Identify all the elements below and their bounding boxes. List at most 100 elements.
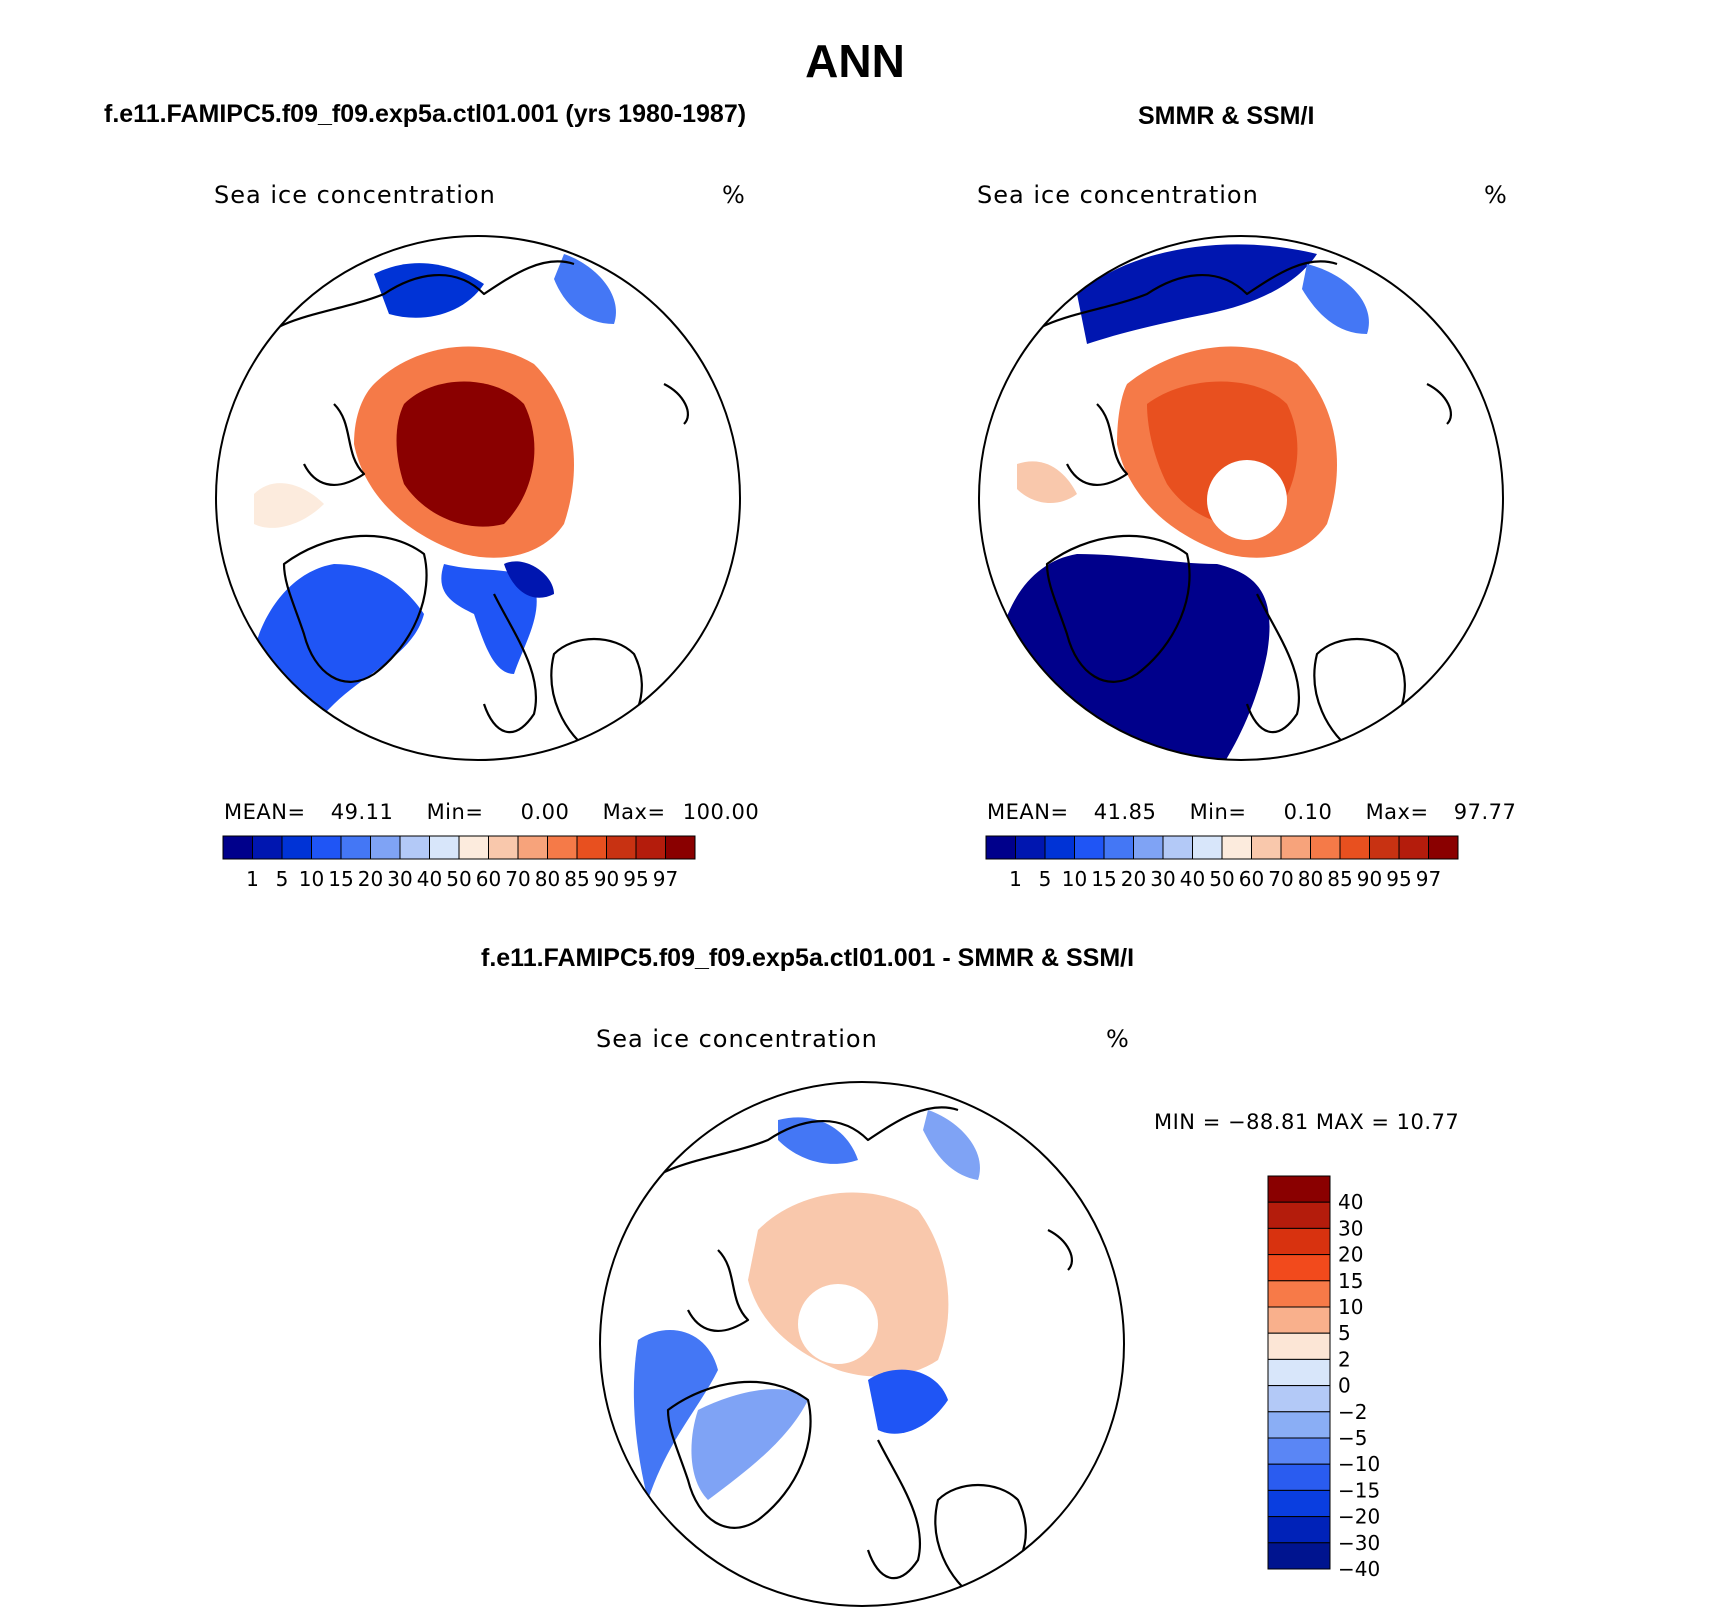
diff-colorbar-label: −30 xyxy=(1338,1531,1380,1555)
ice-region xyxy=(441,564,537,674)
model-max-value: 100.00 xyxy=(682,800,760,824)
model-colorbar-label: 50 xyxy=(446,867,471,891)
obs-colorbar-box xyxy=(1280,835,1311,860)
obs-colorbar-box xyxy=(985,835,1016,860)
diff-panel-subtitle: f.e11.FAMIPC5.f09_f09.exp5a.ctl01.001 - … xyxy=(481,944,1135,972)
diff-colorbar-label: 15 xyxy=(1338,1269,1363,1293)
diff-colorbar-box xyxy=(1267,1437,1331,1465)
model-mean-label: MEAN= xyxy=(224,800,306,824)
obs-map-border xyxy=(978,235,1504,761)
obs-polar-map xyxy=(978,235,1504,761)
diff-colorbar-box xyxy=(1267,1332,1331,1360)
coastline-island xyxy=(663,383,690,425)
ice-region xyxy=(995,554,1270,760)
diff-colorbar-label: 2 xyxy=(1338,1347,1351,1371)
obs-colorbar-label: 97 xyxy=(1416,867,1441,891)
coastline-greenland xyxy=(282,534,428,683)
obs-colorbar-label: 1 xyxy=(1009,867,1022,891)
figure-title: ANN xyxy=(805,35,905,87)
diff-colorbar-box xyxy=(1267,1280,1331,1308)
coastline-europe xyxy=(866,1439,921,1580)
model-colorbar-box xyxy=(370,835,401,860)
obs-colorbar-box xyxy=(1192,835,1223,860)
model-colorbar-box xyxy=(429,835,460,860)
obs-colorbar-box xyxy=(1044,835,1075,860)
ice-region xyxy=(254,483,324,528)
coastline-greenland xyxy=(666,1380,812,1529)
diff-minmax: MIN = −88.81 MAX = 10.77 xyxy=(1154,1110,1460,1134)
ice-region xyxy=(868,1369,948,1434)
coastline-greenland xyxy=(1045,534,1191,683)
diff-colorbar-box xyxy=(1267,1542,1331,1570)
obs-colorbar-box xyxy=(1428,835,1459,860)
ice-region xyxy=(778,1117,858,1164)
model-colorbar-label: 10 xyxy=(299,867,324,891)
model-colorbar-box xyxy=(281,835,312,860)
obs-colorbar-label: 5 xyxy=(1039,867,1052,891)
model-colorbar-box xyxy=(517,835,548,860)
diff-colorbar-box xyxy=(1267,1411,1331,1439)
diff-units-label: % xyxy=(1106,1025,1130,1053)
diff-colorbar-label: −10 xyxy=(1338,1452,1380,1476)
model-polar-map xyxy=(215,235,741,761)
model-colorbar-label: 30 xyxy=(387,867,412,891)
obs-min-label: Min= xyxy=(1189,800,1247,824)
obs-colorbar-box xyxy=(1015,835,1046,860)
model-colorbar-label: 20 xyxy=(358,867,383,891)
coastline-eurasia-north xyxy=(627,1106,959,1201)
coastline-eurasia-north xyxy=(1006,260,1338,355)
obs-panel-subtitle: SMMR & SSM/I xyxy=(1138,102,1315,130)
obs-colorbar-label: 30 xyxy=(1150,867,1175,891)
coastline-europe xyxy=(482,593,537,734)
diff-colorbar-label: 0 xyxy=(1338,1374,1351,1398)
ice-region xyxy=(748,1192,949,1377)
obs-colorbar-label: 90 xyxy=(1357,867,1382,891)
diff-colorbar-box xyxy=(1267,1516,1331,1544)
model-colorbar-label: 95 xyxy=(623,867,648,891)
obs-max-label: Max= xyxy=(1365,800,1429,824)
obs-colorbar-label: 40 xyxy=(1180,867,1205,891)
coastline-eurasia-north xyxy=(243,260,575,355)
ice-region xyxy=(1302,264,1369,334)
obs-colorbar: 1 5 10 15 20 30 40 50 60 70 80 85 90 95 97 xyxy=(985,835,1459,891)
obs-variable-label: Sea ice concentration xyxy=(977,181,1259,209)
model-panel-subtitle: f.e11.FAMIPC5.f09_f09.exp5a.ctl01.001 (y… xyxy=(104,100,747,128)
coastline-archipelago xyxy=(303,403,366,486)
diff-colorbar-box xyxy=(1267,1306,1331,1334)
ice-region xyxy=(923,1110,980,1180)
obs-colorbar-box xyxy=(1162,835,1193,860)
ice-region xyxy=(633,1330,718,1500)
obs-units-label: % xyxy=(1484,181,1508,209)
model-stats: MEAN= 49.11 Min= 0.00 Max= 100.00 xyxy=(224,800,759,824)
model-colorbar-box xyxy=(576,835,607,860)
model-mean-value: 49.11 xyxy=(330,800,394,824)
model-colorbar-label: 15 xyxy=(328,867,353,891)
ice-region xyxy=(554,254,616,324)
model-colorbar-box xyxy=(488,835,519,860)
obs-colorbar-label: 85 xyxy=(1327,867,1352,891)
obs-colorbar-box xyxy=(1103,835,1134,860)
obs-colorbar-label: 15 xyxy=(1091,867,1116,891)
model-colorbar-box xyxy=(399,835,430,860)
pole-hole xyxy=(1207,460,1287,540)
model-colorbar: 1 5 10 15 20 30 40 50 60 70 80 85 90 95 97 xyxy=(222,835,696,891)
model-colorbar-box xyxy=(547,835,578,860)
diff-colorbar-label: −15 xyxy=(1338,1478,1380,1502)
pole-hole xyxy=(798,1284,878,1364)
model-colorbar-box xyxy=(665,835,696,860)
obs-colorbar-box xyxy=(1369,835,1400,860)
coastline-europe xyxy=(1245,593,1300,734)
diff-colorbar-box xyxy=(1267,1489,1331,1518)
obs-max-value: 97.77 xyxy=(1453,800,1517,824)
diff-variable-label: Sea ice concentration xyxy=(596,1025,878,1053)
model-units-label: % xyxy=(722,181,746,209)
model-variable-label: Sea ice concentration xyxy=(214,181,496,209)
obs-colorbar-label: 60 xyxy=(1239,867,1264,891)
obs-mean-label: MEAN= xyxy=(987,800,1069,824)
ice-region xyxy=(504,561,554,598)
obs-colorbar-label: 50 xyxy=(1209,867,1234,891)
obs-colorbar-box xyxy=(1221,835,1252,860)
diff-colorbar-label: 40 xyxy=(1338,1190,1363,1214)
diff-colorbar-label: −2 xyxy=(1338,1400,1367,1424)
